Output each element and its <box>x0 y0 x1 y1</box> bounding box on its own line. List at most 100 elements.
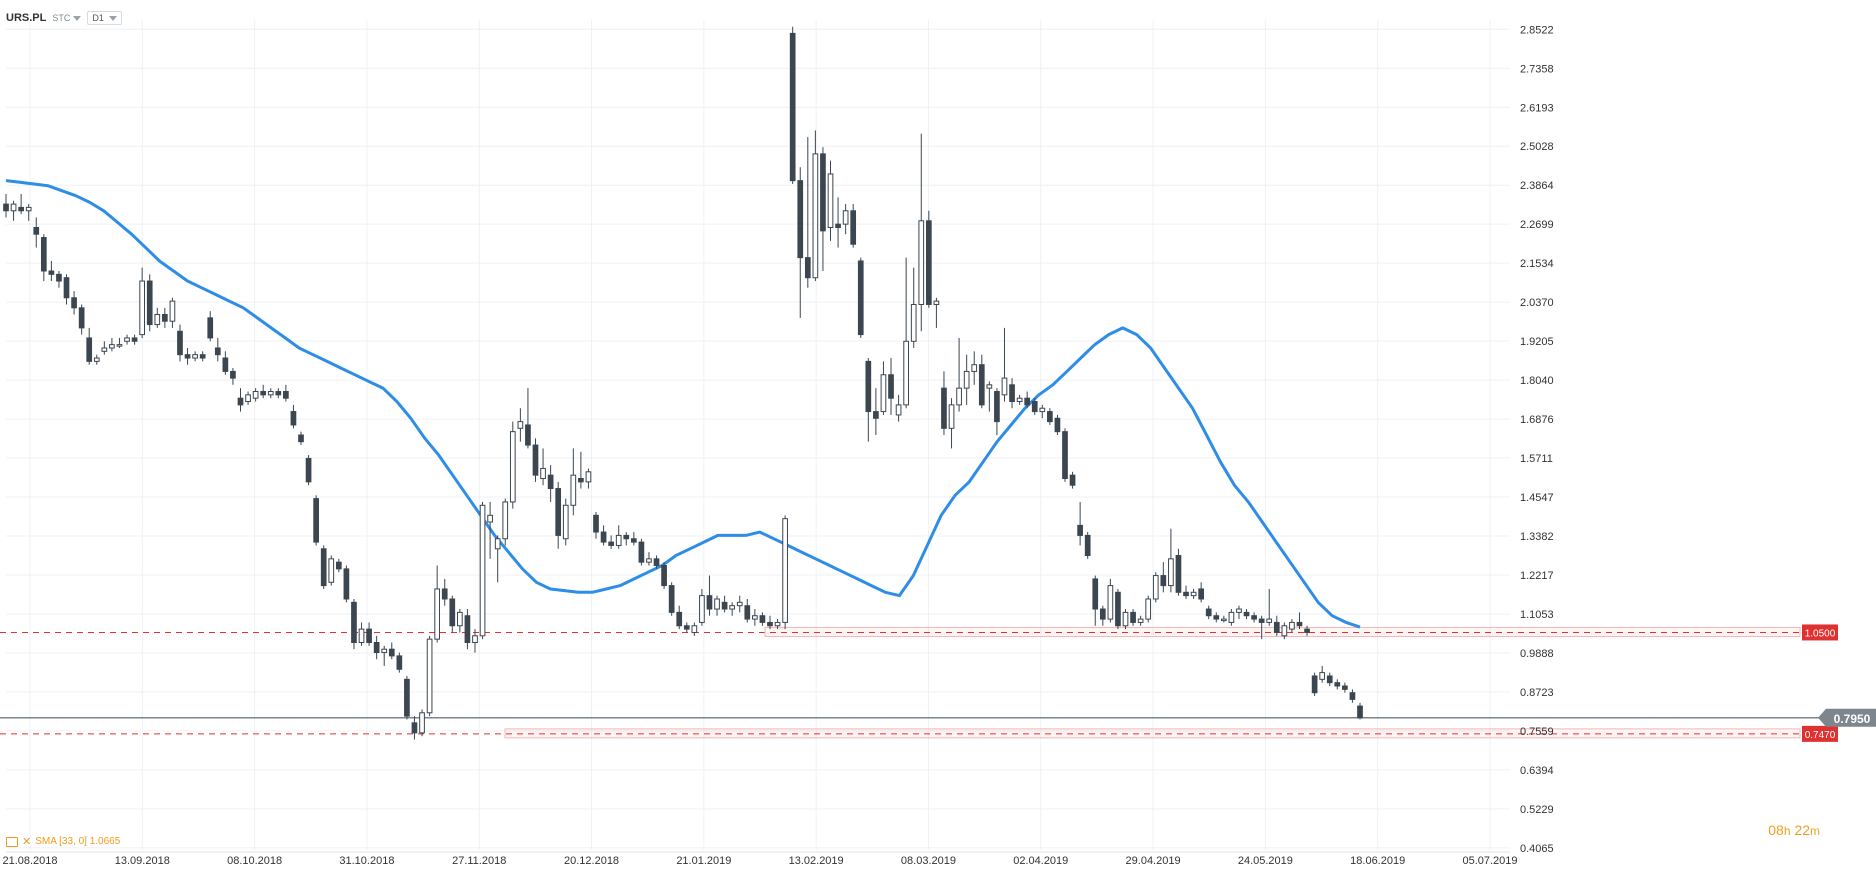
candle-body-bull <box>1137 618 1144 623</box>
candle-body-bull <box>918 220 925 305</box>
candle-body-bear <box>290 411 297 426</box>
candle-body-bear <box>1175 554 1182 593</box>
candle-body-bear <box>33 227 40 235</box>
level-price-text: 1.0500 <box>1805 628 1836 639</box>
time-axis[interactable]: 21.08.2018 13.09.2018 08.10.2018 31.10.2018… <box>2 855 1517 867</box>
candle-body-bear <box>222 357 229 372</box>
candle-body-bear <box>396 655 403 670</box>
price-axis[interactable]: 2.8522 2.7358 2.6193 2.5028 2.3864 2.2699 2.15… <box>1520 24 1554 855</box>
y-tick-label: 1.8040 <box>1520 375 1554 387</box>
candle-body-bear <box>888 374 894 399</box>
candle-body-bull <box>124 337 130 342</box>
candle-body-bear <box>721 601 728 610</box>
indicator-settings-icon[interactable] <box>6 836 18 847</box>
candle-body-bull <box>93 357 100 362</box>
close-icon[interactable]: ✕ <box>22 836 32 848</box>
candle-body-bull <box>1319 672 1326 680</box>
candle-body-bull <box>963 370 970 389</box>
candle-body-bear <box>48 270 55 275</box>
candle-body-bear <box>532 444 539 476</box>
candle-body-bear <box>1099 608 1106 620</box>
candle-body-bear <box>1069 474 1076 486</box>
category-dropdown[interactable]: STC <box>52 13 82 23</box>
candle-body-bear <box>857 260 864 336</box>
candle-body-bear <box>1205 608 1212 617</box>
candle-body-bear <box>547 474 554 490</box>
candle-body-bull <box>245 394 251 403</box>
candle-body-bear <box>1092 578 1099 610</box>
candle-body-bear <box>1251 615 1257 620</box>
candle-body-bear <box>638 541 645 563</box>
candle-body-bull <box>1236 608 1242 613</box>
indicator-label: SMA [33, 0] 1.0665 <box>35 836 121 847</box>
candle-body-bull <box>139 280 146 336</box>
y-tick-label: 1.1053 <box>1520 609 1554 621</box>
y-tick-label: 1.6876 <box>1520 414 1554 426</box>
x-tick-label: 13.02.2019 <box>789 855 844 867</box>
candle-body-bear <box>260 390 267 396</box>
candle-body-bear <box>404 678 410 717</box>
candle-countdown: 08h 22m <box>1768 822 1820 838</box>
candle-body-bear <box>1342 685 1348 690</box>
candle-body-bull <box>562 504 569 540</box>
candle-body-bull <box>1039 407 1046 413</box>
y-tick-label: 1.9205 <box>1520 336 1554 348</box>
candle-body-bear <box>1130 611 1136 623</box>
candle-body-bear <box>1334 682 1341 687</box>
last-price-text: 0.7950 <box>1834 712 1871 726</box>
candle-body-bull <box>880 374 887 413</box>
candle-body-bull <box>812 153 819 279</box>
candle-body-bear <box>441 588 448 600</box>
x-tick-label: 29.04.2019 <box>1126 855 1181 867</box>
candle-body-bear <box>56 273 62 282</box>
candle-body-bull <box>699 595 705 623</box>
candle-body-bear <box>146 280 153 326</box>
candle-body-bull <box>986 384 993 389</box>
candle-body-bull <box>252 390 259 399</box>
candle-body-bull <box>169 300 176 322</box>
candle-body-bear <box>873 411 879 419</box>
category-label: STC <box>52 13 71 23</box>
candle-body-bull <box>419 712 425 734</box>
candle-body-bear <box>63 277 70 299</box>
candle-body-bear <box>1296 621 1303 627</box>
candle-body-bear <box>623 534 630 540</box>
y-tick-label: 2.7358 <box>1520 63 1554 75</box>
candle-body-bear <box>865 360 872 413</box>
candle-body-bear <box>366 628 372 644</box>
candle-body-bear <box>593 514 599 533</box>
x-tick-label: 21.08.2018 <box>2 855 57 867</box>
candle-body-bear <box>789 32 796 182</box>
indicator-legend[interactable]: ✕ SMA [33, 0] 1.0665 <box>6 835 120 848</box>
symbol-label[interactable]: URS.PL <box>6 12 47 24</box>
candle-body-bull <box>116 344 123 347</box>
candle-body-bear <box>214 347 221 356</box>
candle-body-bear <box>40 237 47 272</box>
candle-body-bear <box>1062 431 1068 480</box>
candle-body-bull <box>956 387 962 406</box>
y-tick-label: 2.6193 <box>1520 102 1554 114</box>
candle-body-bull <box>729 605 736 610</box>
y-tick-label: 1.5711 <box>1520 453 1553 465</box>
candle-body-bull <box>487 514 493 523</box>
candle-body-bear <box>388 648 395 657</box>
candle-body-bull <box>328 558 335 583</box>
timeframe-label: D1 <box>92 13 104 23</box>
candle-body-bull <box>358 628 365 644</box>
candle-body-bull <box>381 648 388 654</box>
candle-body-bear <box>313 498 319 543</box>
candle-body-bull <box>842 210 849 225</box>
candle-body-bear <box>162 314 168 322</box>
candle-body-bear <box>78 307 85 329</box>
candle-body-bear <box>797 180 804 259</box>
candle-body-bear <box>706 595 713 610</box>
timeframe-select[interactable]: D1 <box>87 11 122 25</box>
candle-body-bear <box>941 387 947 429</box>
candle-body-bull <box>585 471 592 483</box>
countdown-m-unit: m <box>1810 824 1820 838</box>
candle-body-bear <box>925 220 932 305</box>
candle-body-bull <box>502 501 509 540</box>
candle-body-bear <box>630 538 637 543</box>
